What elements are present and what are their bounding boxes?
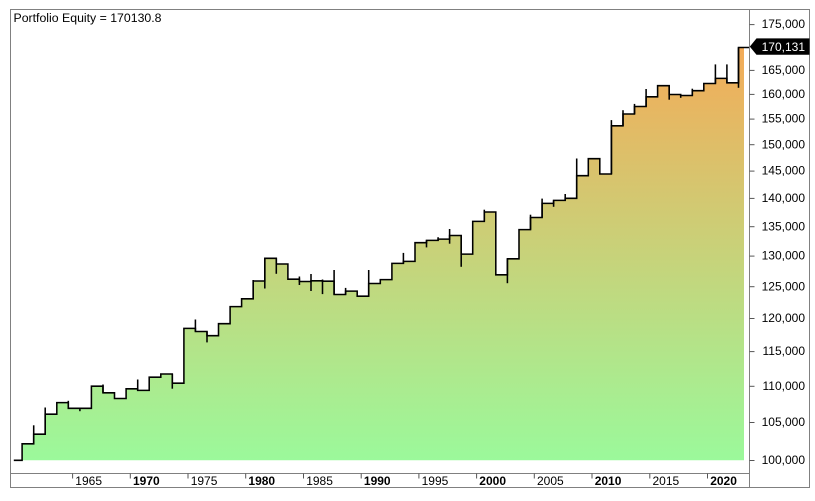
svg-text:2010: 2010 bbox=[595, 474, 622, 488]
svg-text:105,000: 105,000 bbox=[762, 415, 806, 429]
svg-text:1975: 1975 bbox=[191, 474, 218, 488]
svg-text:2015: 2015 bbox=[653, 474, 680, 488]
svg-text:2020: 2020 bbox=[710, 474, 737, 488]
svg-text:Portfolio Equity = 170130.8: Portfolio Equity = 170130.8 bbox=[14, 11, 162, 25]
svg-text:1990: 1990 bbox=[364, 474, 391, 488]
svg-text:1980: 1980 bbox=[248, 474, 275, 488]
svg-text:2000: 2000 bbox=[479, 474, 506, 488]
svg-text:120,000: 120,000 bbox=[762, 311, 806, 325]
svg-text:165,000: 165,000 bbox=[762, 63, 806, 77]
svg-text:125,000: 125,000 bbox=[762, 279, 806, 293]
svg-text:130,000: 130,000 bbox=[762, 249, 806, 263]
svg-text:145,000: 145,000 bbox=[762, 164, 806, 178]
svg-text:110,000: 110,000 bbox=[763, 379, 806, 393]
svg-text:170,131: 170,131 bbox=[762, 40, 806, 54]
svg-text:150,000: 150,000 bbox=[762, 137, 806, 151]
svg-text:100,000: 100,000 bbox=[762, 453, 806, 467]
svg-text:140,000: 140,000 bbox=[762, 191, 806, 205]
svg-text:155,000: 155,000 bbox=[762, 112, 806, 126]
svg-text:1985: 1985 bbox=[306, 474, 333, 488]
svg-text:160,000: 160,000 bbox=[762, 87, 806, 101]
svg-text:1970: 1970 bbox=[133, 474, 160, 488]
svg-text:1965: 1965 bbox=[75, 474, 102, 488]
svg-text:175,000: 175,000 bbox=[762, 17, 806, 31]
svg-text:135,000: 135,000 bbox=[762, 219, 806, 233]
svg-text:1995: 1995 bbox=[422, 474, 449, 488]
svg-text:115,000: 115,000 bbox=[763, 344, 806, 358]
svg-text:2005: 2005 bbox=[537, 474, 564, 488]
